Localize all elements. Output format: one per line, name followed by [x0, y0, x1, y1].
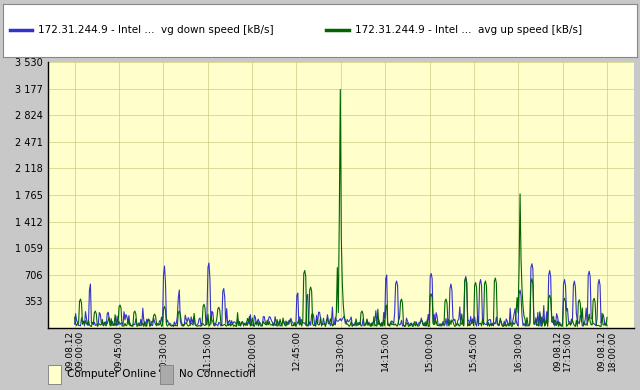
- FancyBboxPatch shape: [48, 365, 61, 384]
- Text: Computer Online: Computer Online: [67, 369, 156, 379]
- Text: 172.31.244.9 - Intel ...  vg down speed [kB/s]: 172.31.244.9 - Intel ... vg down speed […: [38, 25, 274, 35]
- Text: No Connection: No Connection: [179, 369, 256, 379]
- Text: 172.31.244.9 - Intel ...  avg up speed [kB/s]: 172.31.244.9 - Intel ... avg up speed [k…: [355, 25, 582, 35]
- FancyBboxPatch shape: [160, 365, 173, 384]
